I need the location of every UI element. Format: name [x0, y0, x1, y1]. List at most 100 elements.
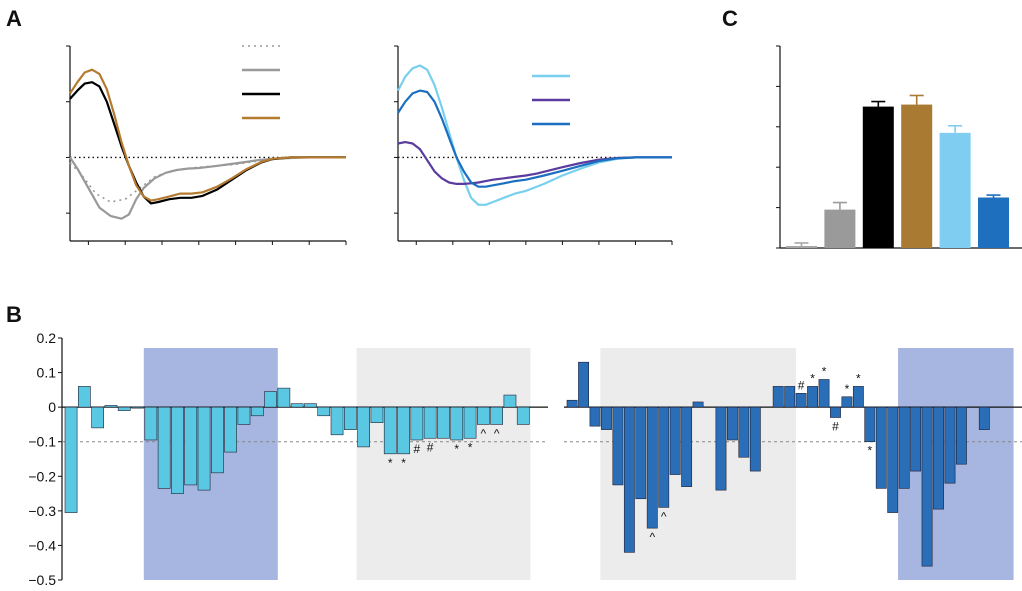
y-tick-label: −0.2 — [28, 468, 56, 484]
shift-bar — [224, 406, 238, 453]
shift-bar — [410, 406, 424, 441]
shift-bar — [463, 406, 477, 439]
shift-bar — [397, 406, 410, 455]
shift-bar — [476, 406, 490, 425]
significance-mark: * — [401, 456, 406, 470]
shift-bar — [841, 396, 853, 408]
shift-bar — [566, 399, 578, 408]
shift-bar — [601, 406, 612, 430]
significance-mark: * — [822, 364, 827, 378]
shift-bar — [157, 406, 171, 489]
shift-bar — [738, 406, 750, 458]
significance-mark: # — [832, 420, 839, 434]
shift-bar — [830, 406, 841, 418]
shift-bar — [357, 406, 371, 448]
shift-bar — [423, 406, 437, 439]
shift-bar — [237, 406, 251, 425]
series-line-pf4pd — [69, 156, 346, 220]
shift-bar — [91, 406, 104, 429]
y-tick-label: −0.5 — [28, 572, 56, 588]
bar-pf4p — [786, 245, 817, 248]
panel-b: −0.5 −0.4 −0.3 −0.2 −0.1 0 0.1 0.2 * * # # * * ^ ^ ^ ^ # * *… — [28, 330, 1022, 588]
shift-bar — [250, 406, 264, 417]
significance-mark: * — [867, 444, 872, 458]
significance-mark: ^ — [661, 509, 667, 523]
shift-bar — [749, 406, 761, 472]
shift-bar — [669, 406, 681, 475]
significance-mark: ^ — [649, 530, 655, 544]
shift-bar — [104, 405, 118, 408]
shift-bar — [589, 406, 601, 427]
series-line-pf4p-pdi — [397, 64, 672, 206]
panel-a — [66, 45, 673, 245]
shaded-region — [356, 348, 531, 580]
shift-bar — [646, 406, 658, 529]
shift-bar — [578, 361, 590, 408]
shift-bar — [370, 406, 384, 423]
bar-pf4pd — [824, 209, 856, 248]
panel-a-label: A — [6, 6, 22, 31]
bar-pf4p-pdi — [939, 132, 971, 248]
shift-bar — [277, 387, 291, 408]
shift-bar — [383, 406, 397, 455]
shift-bar — [692, 401, 704, 408]
shift-bar — [144, 406, 158, 441]
shift-bar — [450, 406, 464, 441]
series-line-cpf4pext-pdi — [397, 89, 672, 188]
shift-bar — [78, 386, 91, 408]
shift-bar — [955, 406, 967, 465]
shift-bar — [921, 406, 933, 567]
shift-bar — [933, 406, 944, 510]
shift-bar — [784, 386, 796, 408]
shift-bar — [795, 393, 807, 408]
shift-bar — [171, 406, 184, 494]
shift-bar — [658, 406, 670, 508]
shift-bar — [197, 406, 211, 491]
y-tick-label: 0 — [48, 399, 56, 415]
shift-bar — [772, 386, 784, 408]
shift-bar — [131, 406, 144, 409]
panel-c — [776, 45, 1022, 249]
shift-bar — [910, 406, 922, 472]
significance-mark: ^ — [481, 426, 487, 440]
significance-mark: # — [414, 442, 421, 456]
shift-bar — [726, 406, 738, 441]
significance-mark: * — [810, 371, 815, 385]
shift-bar — [211, 406, 224, 474]
shift-bar — [503, 394, 517, 408]
shift-bar — [715, 406, 727, 491]
shift-bar — [117, 406, 131, 411]
shift-bar — [807, 386, 819, 408]
bar-ctpf4pd — [901, 104, 933, 248]
series-line-cpf4pd — [69, 81, 346, 205]
shift-bar — [898, 406, 910, 489]
shift-bar — [635, 406, 647, 500]
shift-bar — [864, 406, 876, 443]
shift-bar — [317, 406, 331, 417]
series-line-ctpf4pd — [69, 68, 346, 202]
significance-mark: * — [454, 442, 459, 456]
shift-bar — [875, 406, 887, 489]
bar-cpf4pd — [862, 106, 894, 248]
panel-b-label: B — [6, 302, 22, 327]
shift-bar — [437, 406, 450, 439]
panel-c-label: C — [722, 6, 738, 31]
shift-bar — [978, 406, 990, 430]
significance-mark: * — [468, 440, 473, 454]
y-tick-label: −0.3 — [28, 503, 56, 519]
shift-bar — [343, 406, 357, 430]
shift-bar — [64, 406, 78, 513]
y-tick-label: −0.4 — [28, 537, 56, 553]
bar-cpf4pext-pdi — [978, 197, 1009, 248]
shift-bar — [304, 403, 317, 408]
shift-bar — [490, 406, 504, 425]
significance-mark: * — [845, 382, 850, 396]
significance-mark: * — [388, 456, 393, 470]
shift-bar — [887, 406, 899, 513]
y-tick-label: 0.1 — [37, 365, 57, 381]
shift-bar — [516, 406, 530, 425]
shift-bar — [944, 406, 956, 484]
shift-bar — [852, 386, 864, 408]
significance-mark: # — [798, 378, 805, 392]
